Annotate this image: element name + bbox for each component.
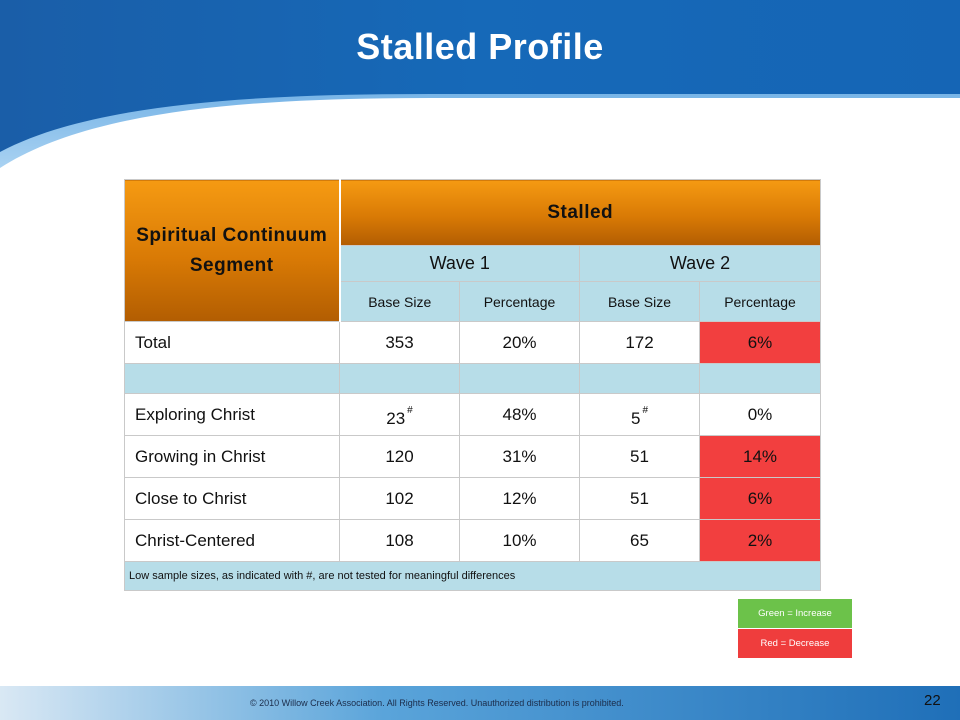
footer-bar [0,686,960,720]
cell-w1-pct: 10% [459,519,580,562]
cell-w1-base: 120 [339,435,460,478]
wave-1-header: Wave 1 [339,245,580,282]
row-label: Christ-Centered [124,519,340,562]
table-row: Growing in Christ 120 31% 51 14% [124,435,821,478]
table-row: Christ-Centered 108 10% 65 2% [124,519,821,562]
stalled-header: Stalled [339,179,821,246]
cell-w2-base: 5 # [579,393,700,436]
legend-increase: Green = Increase [738,599,852,628]
low-sample-flag: # [407,404,413,416]
base-value: 5 [630,408,641,428]
wave-2-header: Wave 2 [579,245,821,282]
cell-w2-base: 172 [579,321,700,364]
table-row: Exploring Christ 23 # 48% 5 # 0% [124,393,821,436]
cell-w2-pct-decrease: 6% [699,321,821,364]
page-title: Stalled Profile [356,26,604,67]
row-label: Growing in Christ [124,435,340,478]
copyright-text: © 2010 Willow Creek Association. All Rig… [250,698,624,708]
cell-w1-base: 353 [339,321,460,364]
table-spacer-row [124,363,821,394]
low-sample-flag: # [642,404,649,416]
cell-w1-base: 23 # [339,393,460,436]
table-row: Close to Christ 102 12% 51 6% [124,477,821,520]
page-number: 22 [924,692,941,709]
segment-header: Spiritual Continuum Segment [124,179,341,322]
cell-w2-base: 51 [579,477,700,520]
cell-w1-pct: 31% [459,435,580,478]
cell-w2-pct-decrease: 14% [699,435,821,478]
subheader-w2-base: Base Size [579,281,700,322]
cell-w2-pct-decrease: 6% [699,477,821,520]
legend-decrease: Red = Decrease [738,629,852,658]
subheader-w2-pct: Percentage [699,281,821,322]
cell-w2-pct: 0% [699,393,821,436]
cell-w1-pct: 20% [459,321,580,364]
base-value: 23 [386,408,406,428]
row-label: Total [124,321,340,364]
row-label: Exploring Christ [124,393,340,436]
cell-w1-pct: 48% [459,393,580,436]
header-banner [0,0,960,168]
subheader-w1-pct: Percentage [459,281,580,322]
cell-w2-pct-decrease: 2% [699,519,821,562]
stalled-profile-table: Spiritual Continuum Segment Stalled Wave… [124,179,821,591]
table-footnote: Low sample sizes, as indicated with #, a… [124,561,821,591]
subheader-w1-base: Base Size [339,281,460,322]
row-label: Close to Christ [124,477,340,520]
table-row: Total 353 20% 172 6% [124,321,821,364]
cell-w2-base: 51 [579,435,700,478]
cell-w2-base: 65 [579,519,700,562]
cell-w1-base: 102 [339,477,460,520]
cell-w1-pct: 12% [459,477,580,520]
cell-w1-base: 108 [339,519,460,562]
